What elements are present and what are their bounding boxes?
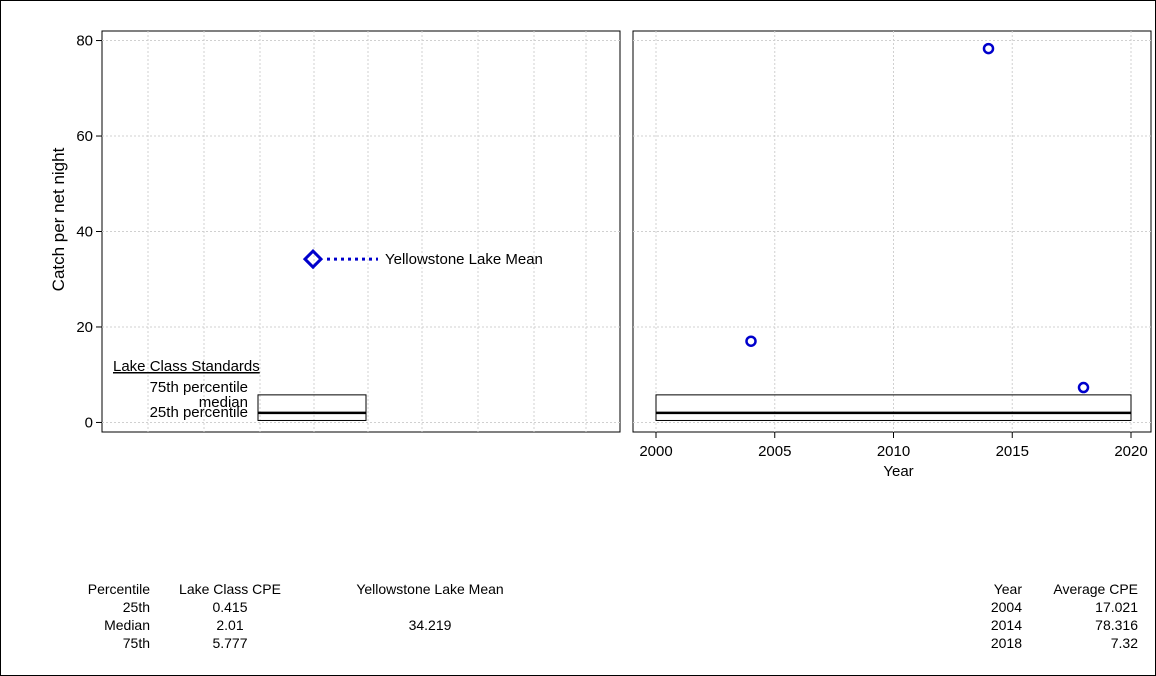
- year-cell: 2014: [990, 617, 1022, 633]
- table-row: 2004 17.021: [950, 598, 1138, 616]
- table-row: Median 2.01 34.219: [60, 616, 550, 634]
- data-point: [1077, 381, 1090, 394]
- percentile-cell: 25th: [122, 599, 150, 615]
- y-tick-label: 20: [76, 319, 93, 336]
- table-row: 2018 7.32: [950, 634, 1138, 652]
- mean-cell: [310, 598, 550, 616]
- percentile-cell: 75th: [122, 635, 150, 651]
- header-average-cpe: Average CPE: [1053, 581, 1138, 597]
- standards-band: [655, 394, 1132, 421]
- data-point: [982, 42, 995, 55]
- header-lake-class-cpe: Lake Class CPE: [179, 581, 281, 597]
- x-tick-label: 2010: [877, 443, 910, 460]
- cpe-cell: 7.32: [1110, 635, 1138, 651]
- year-cell: 2004: [990, 599, 1022, 615]
- table-header-row: Year Average CPE: [950, 580, 1138, 598]
- header-percentile: Percentile: [87, 581, 150, 597]
- lake-class-table: Percentile Lake Class CPE Yellowstone La…: [60, 580, 550, 652]
- left-panel: 0 20 40 60 80 Catch per net night Lake Class S…: [49, 30, 621, 433]
- lake-class-box: [257, 394, 367, 421]
- y-tick-label: 0: [85, 414, 93, 431]
- table-row: 2014 78.316: [950, 616, 1138, 634]
- y-tick-label: 60: [76, 128, 93, 145]
- cpe-cell: 5.777: [212, 635, 248, 651]
- x-axis-label: Year: [883, 463, 913, 480]
- cpe-cell: 0.415: [212, 599, 248, 615]
- data-point: [745, 335, 757, 347]
- cpe-cell: 78.316: [1095, 617, 1138, 633]
- cpe-cell: 2.01: [216, 617, 244, 633]
- y-tick-label: 80: [76, 33, 93, 50]
- mean-cell: [310, 634, 550, 652]
- year-cpe-table: Year Average CPE 2004 17.021 2014 78.316…: [950, 580, 1138, 652]
- y-axis-label: Catch per net night: [49, 147, 68, 291]
- p75-label: 75th percentile: [150, 379, 248, 396]
- mean-cell: 34.219: [408, 617, 452, 633]
- lake-class-standards-title: Lake Class Standards: [113, 358, 260, 375]
- table-row: 25th 0.415: [60, 598, 550, 616]
- x-tick-label: 2020: [1114, 443, 1147, 460]
- y-tick-label: 40: [76, 224, 93, 241]
- year-cell: 2018: [990, 635, 1022, 651]
- p25-label: 25th percentile: [150, 404, 248, 421]
- x-tick-label: 2000: [639, 443, 672, 460]
- lake-mean-label: Yellowstone Lake Mean: [385, 251, 543, 268]
- header-year: Year: [993, 581, 1022, 597]
- right-panel: 2000 2005 2010 2015 2020 Year: [632, 30, 1152, 480]
- x-tick-label: 2015: [996, 443, 1029, 460]
- header-lake-mean: Yellowstone Lake Mean: [356, 581, 504, 597]
- median-label: median: [199, 394, 248, 411]
- table-header-row: Percentile Lake Class CPE Yellowstone La…: [60, 580, 550, 598]
- lake-mean-marker: [302, 248, 324, 270]
- table-row: 75th 5.777: [60, 634, 550, 652]
- x-tick-label: 2005: [758, 443, 791, 460]
- percentile-cell: Median: [104, 617, 150, 633]
- cpe-cell: 17.021: [1095, 599, 1138, 615]
